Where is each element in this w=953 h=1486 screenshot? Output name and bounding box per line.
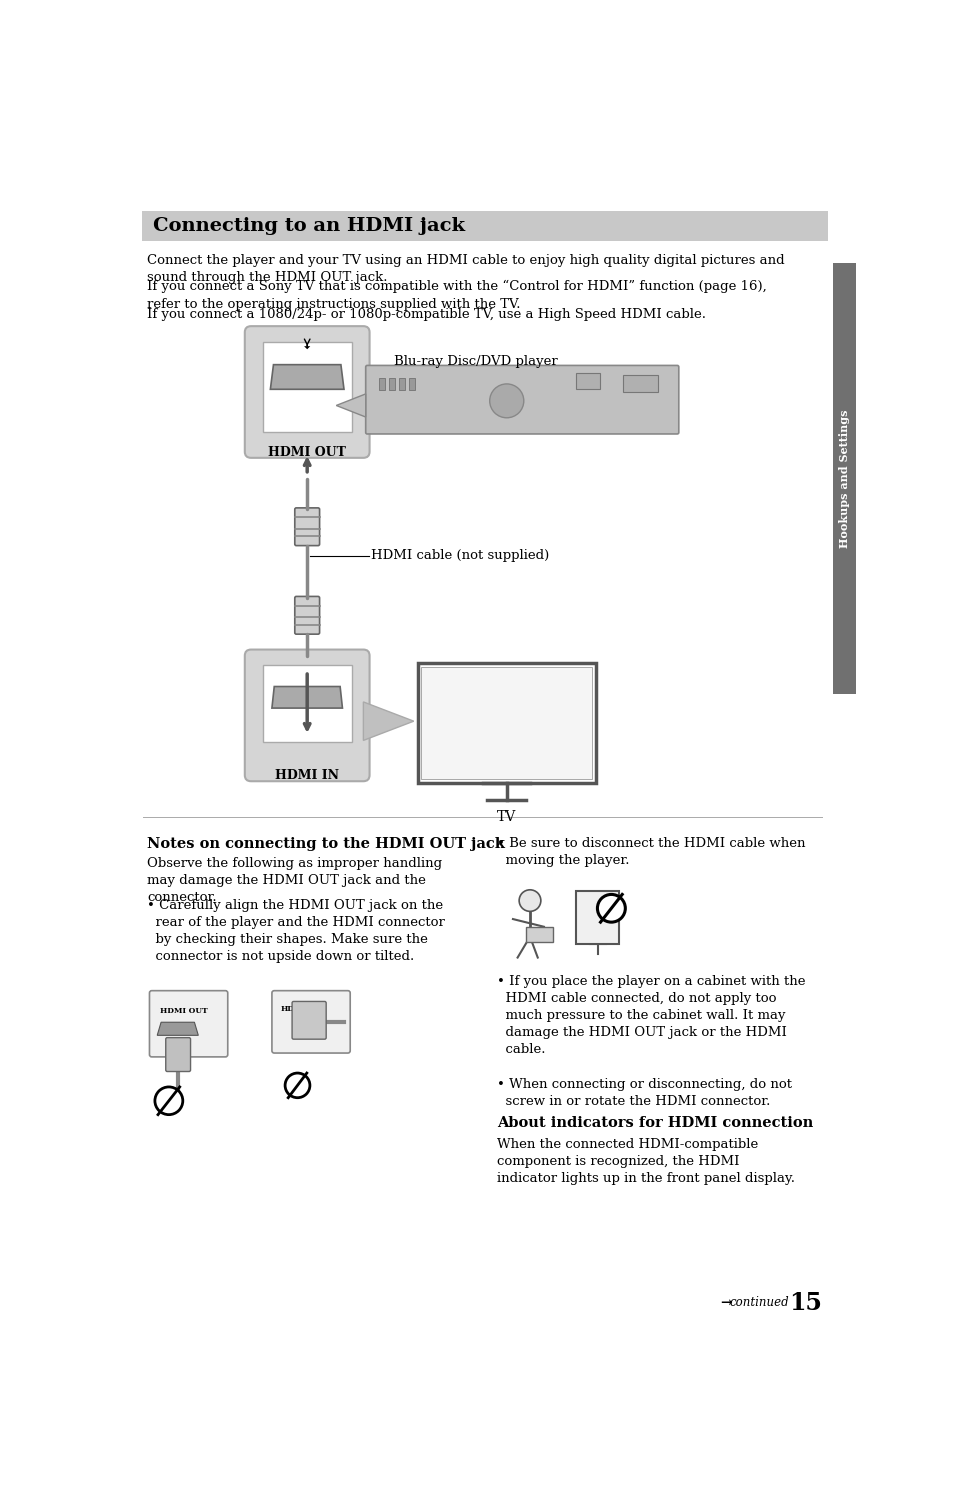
Text: HDMI cable (not supplied): HDMI cable (not supplied)	[371, 550, 548, 562]
Bar	[389, 377, 395, 389]
Polygon shape	[525, 927, 553, 942]
Text: continued: continued	[728, 1296, 788, 1309]
Text: TV: TV	[497, 810, 516, 825]
FancyBboxPatch shape	[166, 1037, 191, 1071]
Text: Connecting to an HDMI jack: Connecting to an HDMI jack	[153, 217, 465, 235]
FancyBboxPatch shape	[365, 366, 679, 434]
Bar	[421, 667, 592, 779]
Text: HDMI: HDMI	[280, 1006, 306, 1013]
Circle shape	[518, 890, 540, 911]
Text: →: →	[720, 1296, 731, 1309]
Text: Connect the player and your TV using an HDMI cable to enjoy high quality digital: Connect the player and your TV using an …	[147, 254, 784, 284]
Text: 15: 15	[789, 1290, 821, 1315]
Text: Notes on connecting to the HDMI OUT jack: Notes on connecting to the HDMI OUT jack	[147, 838, 504, 851]
Text: • Be sure to disconnect the HDMI cable when
  moving the player.: • Be sure to disconnect the HDMI cable w…	[497, 838, 804, 868]
Polygon shape	[335, 394, 365, 418]
Bar	[262, 664, 352, 742]
FancyBboxPatch shape	[245, 325, 369, 458]
Bar	[398, 377, 405, 389]
Text: • If you place the player on a cabinet with the
  HDMI cable connected, do not a: • If you place the player on a cabinet w…	[497, 975, 804, 1057]
FancyBboxPatch shape	[294, 596, 319, 635]
Text: About indicators for HDMI connection: About indicators for HDMI connection	[497, 1116, 812, 1131]
Text: HDMI OUT: HDMI OUT	[268, 446, 346, 459]
Circle shape	[154, 1086, 183, 1114]
Text: If you connect a 1080/24p- or 1080p-compatible TV, use a High Speed HDMI cable.: If you connect a 1080/24p- or 1080p-comp…	[147, 308, 705, 321]
FancyBboxPatch shape	[292, 1002, 326, 1039]
FancyBboxPatch shape	[272, 991, 350, 1054]
Text: HDMI IN: HDMI IN	[274, 768, 339, 782]
Circle shape	[285, 1073, 310, 1098]
Text: If you connect a Sony TV that is compatible with the “Control for HDMI” function: If you connect a Sony TV that is compati…	[147, 279, 766, 311]
Bar	[832, 263, 856, 694]
Bar	[417, 663, 596, 783]
Polygon shape	[270, 364, 344, 389]
Bar	[409, 377, 415, 389]
Polygon shape	[304, 346, 310, 349]
Bar	[576, 890, 618, 945]
Text: HDMI OUT: HDMI OUT	[159, 1008, 207, 1015]
Bar	[622, 374, 658, 392]
Text: • When connecting or disconnecting, do not
  screw in or rotate the HDMI connect: • When connecting or disconnecting, do n…	[497, 1077, 791, 1107]
Bar	[576, 373, 599, 388]
Bar	[142, 211, 827, 241]
Polygon shape	[272, 687, 342, 709]
FancyBboxPatch shape	[294, 508, 319, 545]
Text: When the connected HDMI-compatible
component is recognized, the HDMI
indicator l: When the connected HDMI-compatible compo…	[497, 1138, 794, 1184]
Circle shape	[489, 383, 523, 418]
FancyBboxPatch shape	[150, 991, 228, 1057]
Polygon shape	[157, 1022, 198, 1036]
Text: Observe the following as improper handling
may damage the HDMI OUT jack and the
: Observe the following as improper handli…	[147, 857, 442, 905]
Text: • Carefully align the HDMI OUT jack on the
  rear of the player and the HDMI con: • Carefully align the HDMI OUT jack on t…	[147, 899, 444, 963]
Circle shape	[597, 895, 624, 923]
FancyBboxPatch shape	[245, 649, 369, 782]
Text: Hookups and Settings: Hookups and Settings	[839, 409, 849, 548]
Polygon shape	[363, 701, 414, 740]
Bar	[262, 342, 352, 432]
Text: Blu-ray Disc/DVD player: Blu-ray Disc/DVD player	[394, 355, 558, 369]
Bar	[378, 377, 385, 389]
